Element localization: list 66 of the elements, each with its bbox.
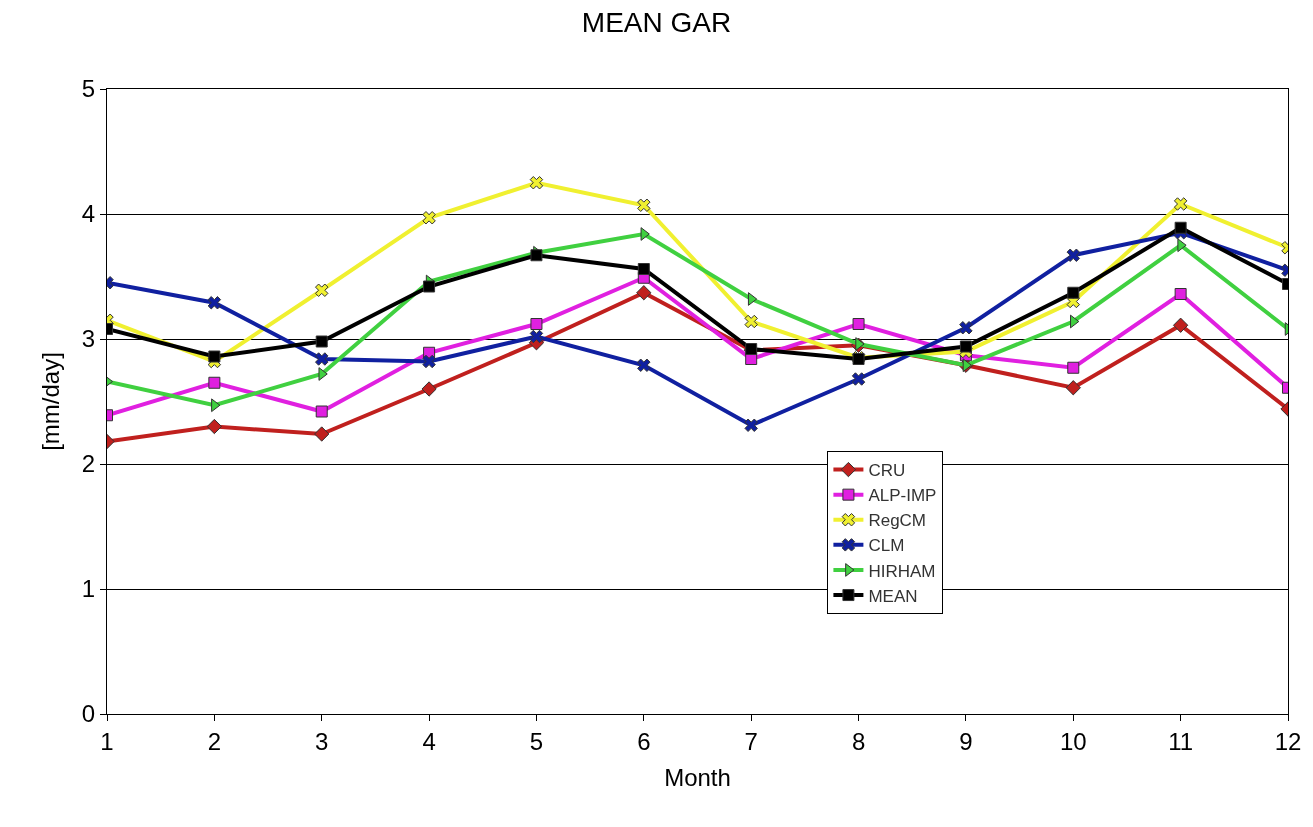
point [421,381,437,397]
point [206,418,223,435]
point [637,358,651,372]
y-tick-label: 1 [81,575,96,603]
legend-label: MEAN [868,586,918,606]
y-tick-label: 3 [81,325,96,353]
point [529,329,544,344]
point [207,296,222,310]
point [637,198,651,212]
point [959,340,972,353]
point [959,321,973,335]
point [1065,380,1081,396]
point [318,367,328,381]
legend-label: RegCM [868,511,927,531]
x-tick-label: 4 [422,727,436,755]
point [1067,361,1080,374]
x-tick-label: 12 [1274,727,1302,755]
point [422,354,436,369]
x-tick-label: 9 [959,727,973,755]
legend-label: ALP-IMP [868,486,937,506]
x-axis-title: Month [664,764,731,792]
legend-label: CRU [868,461,906,481]
legend-label: HIRHAM [868,561,936,581]
point [315,405,328,418]
x-tick-label: 1 [100,727,114,755]
x-tick-label: 7 [744,727,758,755]
y-axis-title: [mm/day] [36,352,64,451]
point [1067,286,1080,299]
point [423,280,436,293]
point [852,318,865,330]
point [529,176,544,190]
point [851,372,866,386]
x-tick-label: 8 [851,727,866,755]
point [315,283,329,297]
point [744,314,758,329]
point [530,318,543,330]
point [744,418,758,432]
point [315,352,329,366]
point [637,263,650,275]
y-tick-label: 5 [81,75,96,103]
point [640,227,650,241]
point [208,376,221,389]
point [1174,288,1187,300]
x-tick-label: 6 [637,727,651,755]
point [315,335,328,348]
x-tick-label: 2 [207,727,222,755]
point [208,350,221,363]
point [1174,221,1187,234]
chart-title: MEAN GAR [581,7,732,39]
x-tick-label: 5 [529,727,544,755]
point [422,211,436,225]
point [1173,197,1188,211]
x-tick-label: 11 [1168,727,1194,755]
point [530,249,543,262]
x-tick-label: 3 [315,727,329,755]
x-tick-label: 10 [1059,727,1087,755]
legend-label: CLM [868,536,905,556]
point [1172,317,1189,333]
point [1066,248,1080,262]
y-tick-label: 4 [81,200,96,228]
point [636,285,652,301]
point [314,426,330,442]
point [747,292,758,306]
y-tick-label: 0 [81,700,96,728]
point [855,337,865,351]
y-tick-label: 2 [81,450,96,478]
